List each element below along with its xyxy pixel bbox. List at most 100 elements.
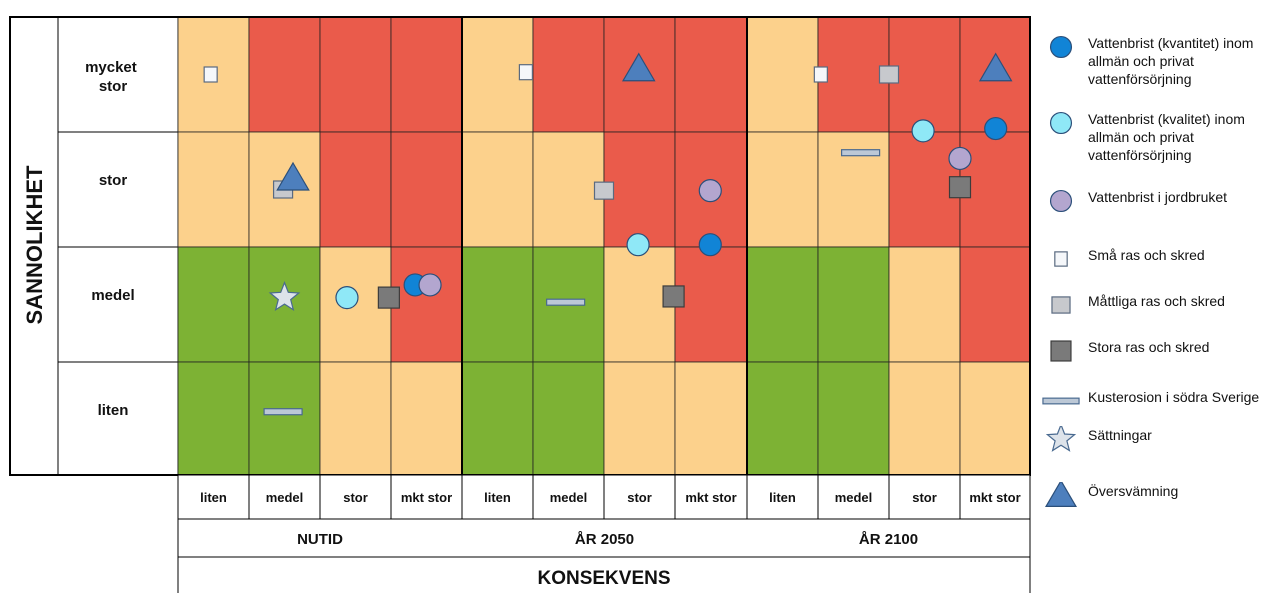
marker-cyan [911, 119, 935, 143]
column-label: stor [627, 490, 652, 505]
row-labels: mycket stor stor medel liten [57, 16, 179, 476]
column-label: liten [200, 490, 227, 505]
marker-purple [698, 179, 722, 203]
matrix-cell [674, 16, 748, 133]
column-label: stor [912, 490, 937, 505]
matrix-cell [746, 246, 819, 363]
row-label-mycket-stor-line1: mycket [85, 59, 137, 76]
legend-small-icon [1054, 251, 1068, 267]
legend-erosion-icon [1042, 397, 1080, 405]
matrix-cell [746, 361, 819, 476]
legend-blue-icon [1049, 35, 1073, 59]
marker-small [203, 66, 218, 83]
x-axis-title: KONSEKVENS [537, 568, 670, 589]
legend-label: Små ras och skred [1088, 247, 1205, 263]
matrix-cell [248, 16, 321, 133]
marker-cyan [1049, 111, 1073, 135]
matrix-cell [532, 361, 605, 476]
risk-matrix: SANNOLIKHET mycket stor stor medel liten… [9, 16, 1031, 593]
marker-large [377, 286, 400, 309]
matrix-cell [959, 246, 1031, 363]
legend-label: Vattenbrist (kvalitet) inom allmän och p… [1088, 111, 1245, 163]
column-label: mkt stor [685, 490, 736, 505]
marker-small [813, 66, 828, 83]
matrix-cell [319, 131, 392, 248]
column-label: medel [835, 490, 873, 505]
matrix-cell [674, 246, 748, 363]
marker-small [518, 64, 534, 81]
legend-label: Vattenbrist (kvantitet) inom allmän och … [1088, 35, 1254, 87]
y-axis-title: SANNOLIKHET [22, 165, 47, 324]
marker-erosion [1042, 397, 1080, 405]
matrix-cell [603, 361, 676, 476]
marker-purple [418, 273, 442, 297]
period-row-frame [177, 518, 1031, 558]
marker-mid [593, 181, 615, 200]
matrix-cell [817, 361, 890, 476]
matrix-cell [177, 131, 250, 248]
matrix-cell [817, 16, 890, 133]
row-label-mycket-stor-line2: stor [99, 78, 128, 95]
column-labels: liten medel stor mkt stor liten medel stor mkt … [177, 475, 1021, 519]
column-label: liten [484, 490, 511, 505]
column-label: liten [769, 490, 796, 505]
consequence-header: liten medel stor mkt stor liten medel stor mkt … [177, 474, 1031, 593]
matrix-cell [390, 16, 463, 133]
column-label: medel [266, 490, 304, 505]
matrix-cell [746, 16, 819, 133]
row-label-cell [57, 131, 179, 248]
matrix-cell [603, 131, 676, 248]
marker-erosion [840, 149, 881, 157]
matrix-cell [177, 361, 250, 476]
legend-label: Stora ras och skred [1088, 339, 1210, 355]
legend-label: Kusterosion i södra Sverige [1088, 389, 1260, 405]
matrix-cell [461, 246, 534, 363]
legend-star-icon [1045, 426, 1077, 452]
legend-label: Översvämning [1088, 483, 1179, 499]
matrix-cell [461, 131, 534, 248]
marker-cyan [335, 286, 359, 310]
marker-small [1054, 251, 1068, 267]
matrix-cell [817, 246, 890, 363]
marker-erosion [546, 298, 586, 306]
legend-mid-icon [1051, 296, 1071, 314]
marker-purple [1049, 189, 1073, 213]
legend-large-icon [1050, 340, 1072, 362]
matrix-cell [959, 361, 1031, 476]
marker-star [1045, 426, 1077, 452]
matrix-cell [532, 131, 605, 248]
matrix-cell [177, 246, 250, 363]
matrix-cell [746, 131, 819, 248]
row-label-cell [57, 16, 179, 133]
row-label-liten: liten [98, 402, 129, 419]
matrix-cell [532, 16, 605, 133]
row-label-mycket-stor: mycket stor [85, 59, 141, 95]
marker-large [662, 285, 685, 308]
marker-blue [1049, 35, 1073, 59]
matrix-cell [390, 246, 463, 363]
row-label-cell [57, 246, 179, 363]
legend-label: Vattenbrist i jordbruket [1088, 189, 1228, 205]
column-label: stor [343, 490, 368, 505]
matrix-cell [390, 361, 463, 476]
marker-star [268, 280, 301, 312]
marker-mid [878, 65, 900, 84]
marker-mid [1051, 296, 1071, 314]
matrix-cell [248, 361, 321, 476]
risk-markers [203, 52, 1013, 416]
matrix-cell [390, 131, 463, 248]
legend-label: Sättningar [1088, 427, 1152, 443]
matrix-cell [319, 16, 392, 133]
legend-triangle-icon [1044, 482, 1078, 507]
legend-label: Måttliga ras och skred [1088, 293, 1225, 309]
period-label-2050: ÅR 2050 [575, 531, 634, 548]
matrix-cell [674, 361, 748, 476]
matrix-cell [888, 16, 961, 133]
row-label-medel: medel [91, 287, 134, 304]
row-label-cell [57, 361, 179, 476]
marker-erosion [263, 408, 303, 416]
matrix-cell [888, 131, 961, 248]
marker-triangle [276, 161, 310, 191]
period-label-2100: ÅR 2100 [859, 531, 918, 548]
matrix-cell [319, 361, 392, 476]
